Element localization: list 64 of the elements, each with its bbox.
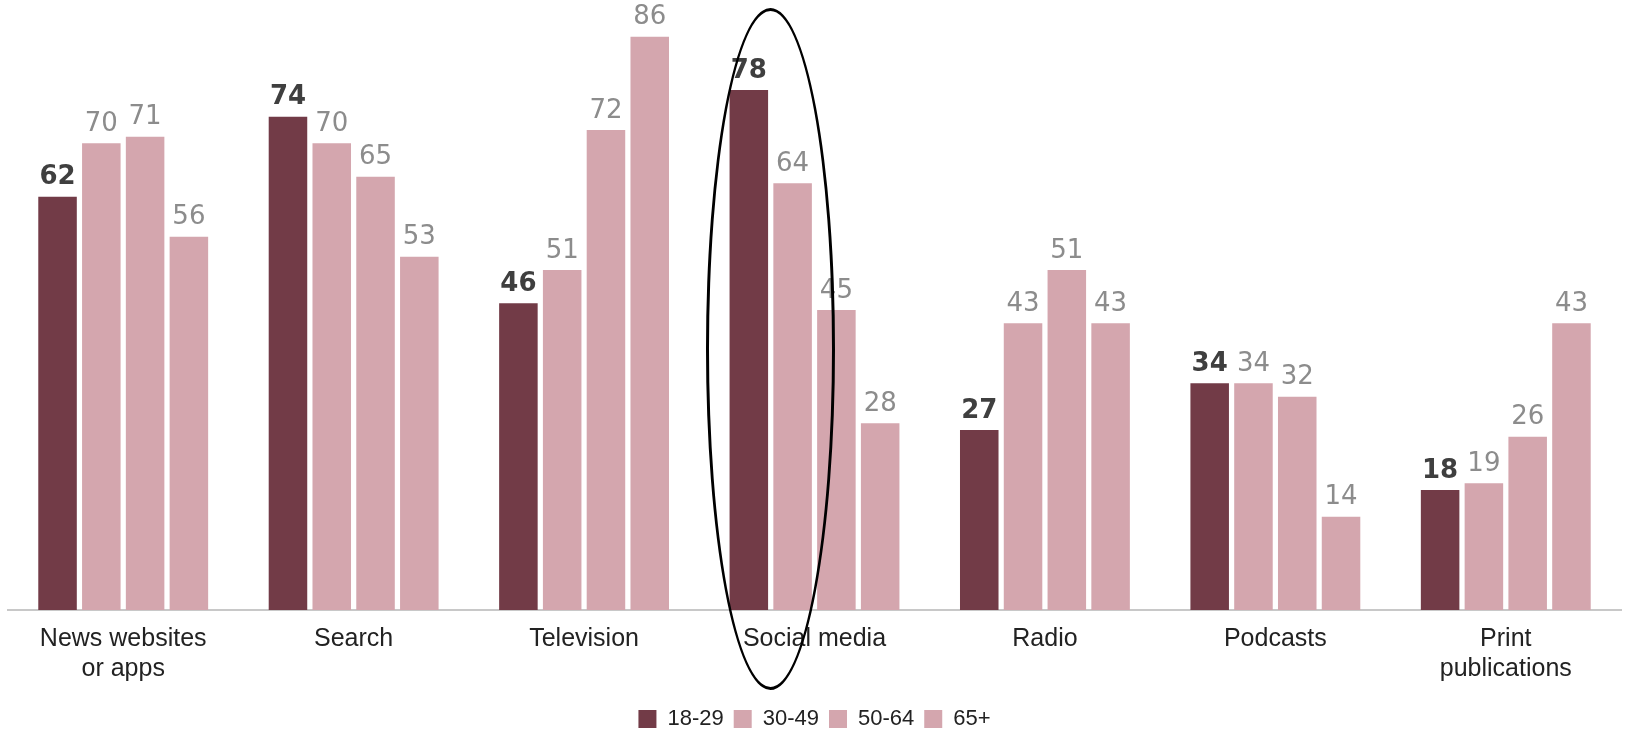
bar [1321,516,1361,610]
bar [1190,383,1229,610]
data-label: 53 [402,220,436,251]
bar [630,36,670,610]
data-label: 74 [269,80,307,111]
data-label: 28 [863,387,897,418]
bar [860,423,900,610]
data-label: 71 [128,100,162,131]
x-tick-label: Print publications [1439,622,1572,681]
data-label: 26 [1511,400,1545,431]
bar [817,310,856,610]
data-label: 51 [545,233,579,264]
bar [1552,323,1591,610]
data-label: 64 [776,147,810,178]
bar [169,236,209,610]
bar [1508,436,1547,610]
bar [356,176,395,610]
data-label: 34 [1236,347,1271,378]
data-label: 56 [172,200,206,231]
data-label: 43 [1094,287,1128,318]
bar [729,90,769,610]
data-label: 14 [1324,480,1358,511]
bar [773,183,812,610]
data-label: 70 [315,107,349,138]
data-label: 43 [1554,287,1588,318]
bar [312,143,352,610]
legend-label: 65+ [953,705,991,731]
data-label: 86 [633,0,667,31]
bar [38,196,77,610]
bar [1047,270,1087,610]
data-label: 65 [358,140,393,171]
data-label: 43 [1006,287,1040,318]
x-tick-label: News websites or apps [39,622,207,681]
bar [1091,323,1130,610]
bar [82,143,121,610]
data-label: 72 [589,93,623,124]
bar [1277,396,1317,610]
bar [499,303,538,610]
x-tick-label: Search [314,622,394,651]
bar [1464,483,1504,610]
bar [125,136,165,610]
bar [400,256,439,610]
bar [586,130,626,610]
legend-label: 30-49 [762,705,819,731]
data-label: 70 [84,107,118,138]
x-tick-label: Radio [1012,622,1078,651]
data-label: 18 [1422,453,1459,484]
data-label: 27 [961,393,998,424]
data-label: 19 [1467,447,1501,478]
data-label: 46 [500,267,537,298]
bar [959,430,999,610]
data-label: 34 [1191,347,1228,378]
data-label: 51 [1050,233,1084,264]
x-tick-label: Podcasts [1223,622,1327,651]
bar [542,270,582,610]
bar [1003,323,1043,610]
legend-label: 50-64 [857,705,915,731]
legend-label: 18-29 [667,705,724,731]
bar [268,116,308,610]
data-label: 32 [1280,360,1314,391]
bar [1420,490,1460,610]
data-label: 62 [39,160,76,191]
bar [1234,383,1273,610]
x-tick-label: Television [529,622,639,651]
